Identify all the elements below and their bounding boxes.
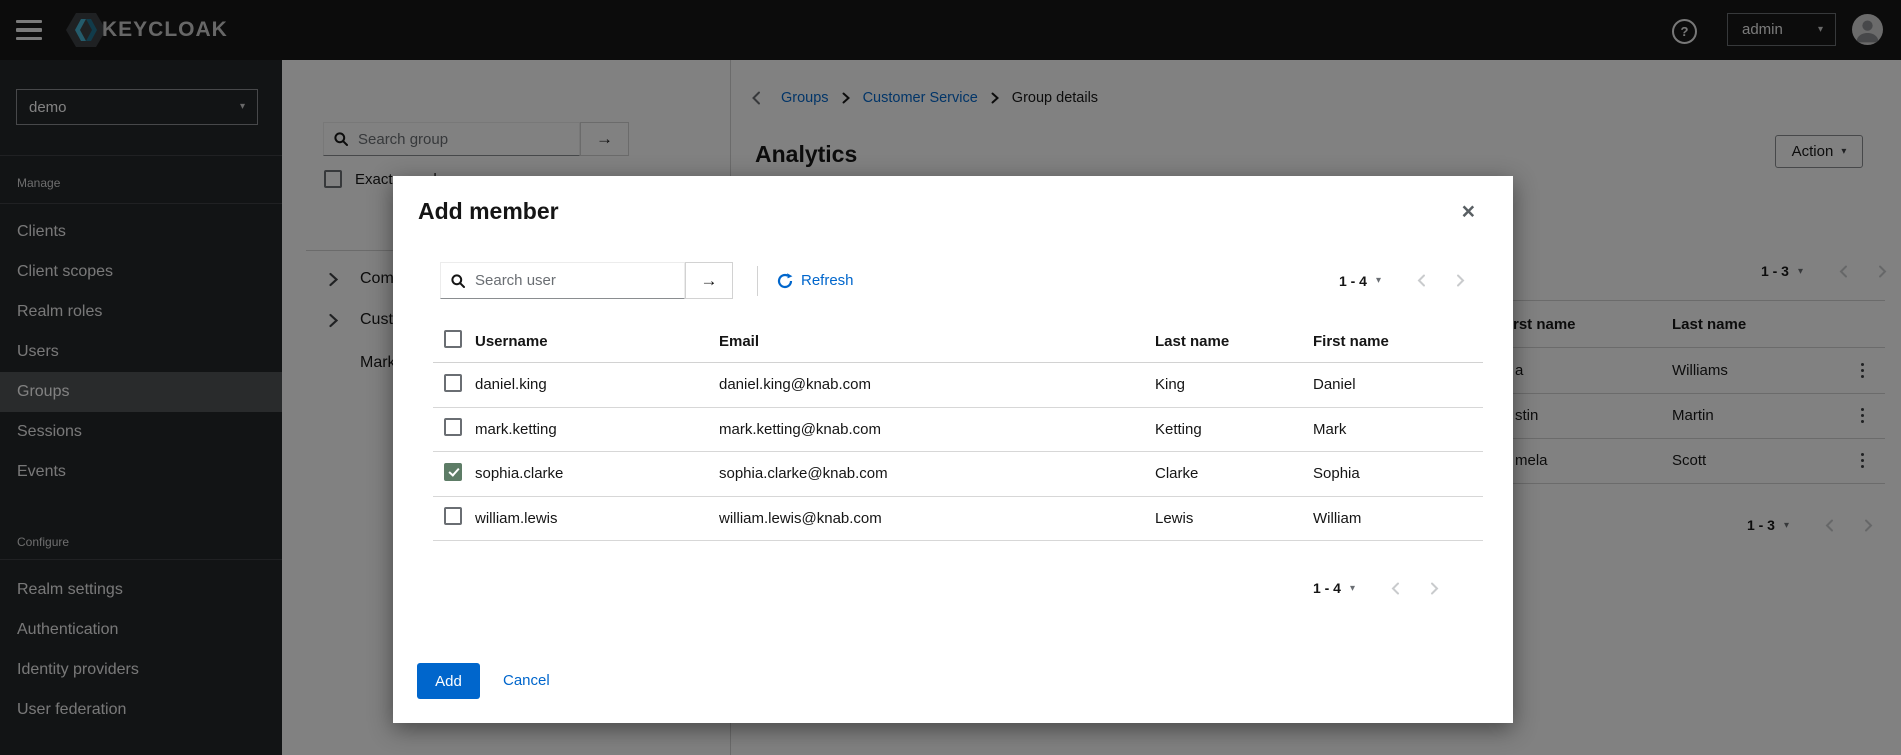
add-button[interactable]: Add (417, 663, 480, 699)
refresh-label: Refresh (801, 272, 854, 289)
user-table: Username Email Last name First name dani… (433, 320, 1483, 541)
table-row[interactable]: daniel.king daniel.king@knab.com King Da… (433, 363, 1483, 408)
next-page-button[interactable] (1430, 582, 1439, 595)
table-row[interactable]: sophia.clarke sophia.clarke@knab.com Cla… (433, 452, 1483, 497)
col-last-name: Last name (1155, 332, 1230, 350)
cell-last-name: Ketting (1155, 420, 1202, 438)
table-row[interactable]: william.lewis william.lewis@knab.com Lew… (433, 497, 1483, 541)
caret-down-icon[interactable]: ▾ (1375, 275, 1381, 286)
toolbar-divider (757, 266, 758, 296)
modal-toolbar: → Refresh 1 - 4 ▾ (393, 262, 1513, 300)
refresh-icon (777, 272, 793, 289)
pagination-range: 1 - 4 (1338, 272, 1367, 289)
select-all-checkbox[interactable] (444, 330, 462, 348)
modal-pagination-top: 1 - 4 ▾ (1339, 262, 1465, 299)
prev-page-button[interactable] (1391, 582, 1400, 595)
cancel-button[interactable]: Cancel (503, 672, 550, 689)
row-checkbox[interactable] (444, 507, 462, 526)
cell-first-name: Daniel (1313, 376, 1356, 394)
close-icon: × (1461, 198, 1475, 224)
cell-email: sophia.clarke@knab.com (719, 465, 888, 483)
next-page-button[interactable] (1456, 274, 1465, 287)
add-member-modal: Add member × → Refresh 1 - 4 ▾ (393, 176, 1513, 723)
cell-first-name: William (1313, 509, 1362, 527)
cell-username: daniel.king (475, 376, 547, 394)
pagination-range: 1 - 4 (1312, 580, 1341, 596)
cell-email: william.lewis@knab.com (719, 509, 882, 527)
row-checkbox[interactable] (444, 373, 462, 392)
user-search: → (440, 262, 733, 299)
table-row[interactable]: mark.ketting mark.ketting@knab.com Ketti… (433, 408, 1483, 452)
user-search-submit-button[interactable]: → (685, 262, 733, 299)
modal-pagination-bottom: 1 - 4 ▾ (1313, 574, 1439, 602)
col-first-name: First name (1313, 332, 1389, 350)
cell-username: william.lewis (475, 509, 558, 527)
cell-email: mark.ketting@knab.com (719, 420, 881, 438)
row-checkbox[interactable] (444, 462, 462, 481)
cell-username: sophia.clarke (475, 465, 564, 483)
cell-last-name: Clarke (1155, 465, 1199, 483)
col-email: Email (719, 332, 760, 350)
cell-email: daniel.king@knab.com (719, 376, 871, 394)
caret-down-icon[interactable]: ▾ (1349, 582, 1355, 594)
prev-page-button[interactable] (1417, 274, 1426, 287)
row-checkbox[interactable] (444, 418, 462, 437)
search-icon (451, 273, 465, 288)
refresh-button[interactable]: Refresh (777, 262, 854, 299)
col-username: Username (475, 332, 548, 350)
close-button[interactable]: × (1462, 200, 1475, 223)
user-search-input[interactable] (473, 271, 684, 290)
modal-title: Add member (418, 198, 559, 224)
table-header-row: Username Email Last name First name (433, 320, 1483, 363)
cell-first-name: Sophia (1313, 465, 1360, 483)
arrow-right-icon: → (700, 270, 718, 290)
cell-last-name: King (1155, 376, 1186, 394)
cell-last-name: Lewis (1155, 509, 1194, 527)
cell-first-name: Mark (1313, 420, 1347, 438)
cell-username: mark.ketting (475, 420, 557, 438)
